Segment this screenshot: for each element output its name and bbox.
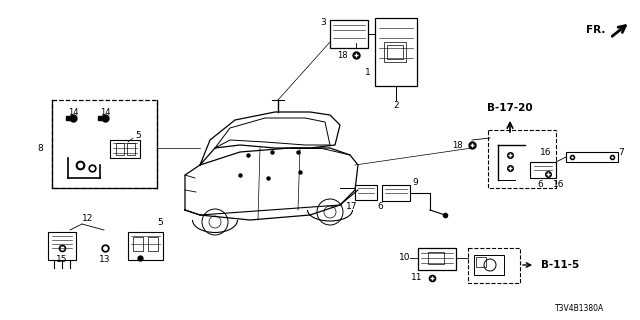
Bar [488, 130, 556, 188]
Bar [48, 232, 76, 260]
Text: B-11-5: B-11-5 [541, 260, 579, 270]
Bar [127, 143, 135, 155]
Text: 2: 2 [393, 100, 399, 109]
Text: 3: 3 [320, 18, 326, 27]
Bar [387, 45, 403, 59]
Text: 7: 7 [618, 148, 624, 156]
Text: 11: 11 [410, 274, 422, 283]
Text: 5: 5 [157, 218, 163, 227]
Text: 9: 9 [412, 178, 418, 187]
Text: 16: 16 [540, 148, 552, 156]
Bar [116, 143, 124, 155]
Bar [330, 20, 368, 48]
Text: 10: 10 [399, 253, 410, 262]
Text: 8: 8 [37, 143, 43, 153]
Bar [418, 248, 456, 270]
Text: 16: 16 [553, 180, 564, 188]
Bar [428, 252, 444, 264]
Text: 17: 17 [346, 202, 358, 211]
Text: 1: 1 [365, 68, 371, 76]
Text: 18: 18 [452, 140, 463, 149]
Text: T3V4B1380A: T3V4B1380A [556, 304, 605, 313]
Bar [476, 257, 486, 267]
Text: B-17-20: B-17-20 [487, 103, 533, 113]
Text: 15: 15 [56, 255, 68, 265]
Bar [355, 185, 377, 200]
Bar [375, 18, 417, 86]
Text: 13: 13 [99, 255, 111, 265]
Text: 6: 6 [377, 202, 383, 211]
Bar [52, 100, 157, 188]
Bar [128, 232, 163, 260]
Bar [530, 162, 556, 178]
Bar [468, 248, 520, 283]
Bar [382, 185, 410, 201]
Bar [384, 42, 406, 62]
Text: 14: 14 [100, 108, 110, 116]
Bar [474, 255, 504, 275]
Text: 18: 18 [337, 51, 348, 60]
Bar [110, 140, 140, 158]
Bar [148, 237, 158, 251]
Text: FR.: FR. [586, 25, 605, 35]
Text: 6: 6 [537, 180, 543, 188]
Text: 5: 5 [135, 131, 141, 140]
Text: 14: 14 [68, 108, 78, 116]
Bar [133, 237, 143, 251]
Text: 12: 12 [83, 213, 93, 222]
Bar [566, 152, 618, 162]
